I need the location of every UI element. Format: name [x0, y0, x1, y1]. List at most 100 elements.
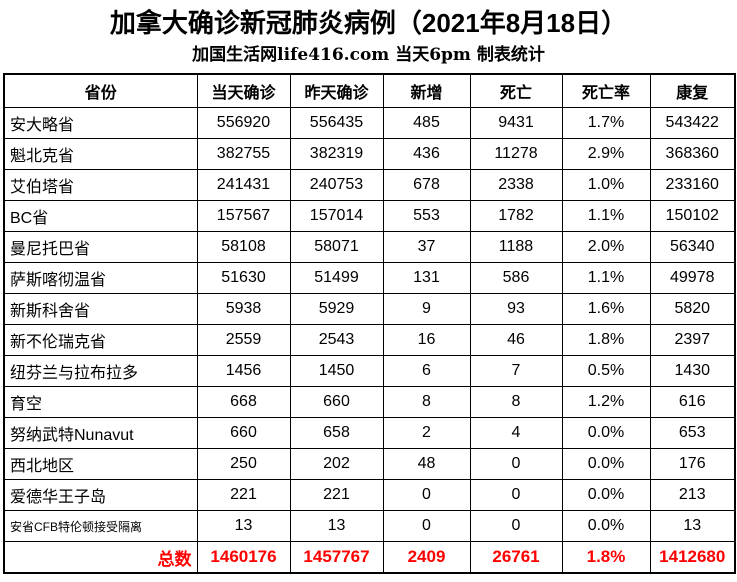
- table-row-nova-scotia: 新斯科舍省 5938 5929 9 93 1.6% 5820: [3, 293, 736, 325]
- cell-recovered: 233160: [649, 169, 736, 201]
- cell-today-confirmed: 157567: [196, 200, 291, 232]
- cell-today-confirmed: 51630: [196, 262, 291, 294]
- total-deaths: 26761: [469, 541, 563, 574]
- cell-recovered: 5820: [649, 293, 736, 325]
- table-row-pei: 爱德华王子岛 221 221 0 0 0.0% 213: [3, 479, 736, 511]
- cell-province: BC省: [3, 200, 198, 232]
- cell-deaths: 586: [469, 262, 563, 294]
- cell-recovered: 2397: [649, 324, 736, 356]
- table-row-manitoba: 曼尼托巴省 58108 58071 37 1188 2.0% 56340: [3, 231, 736, 263]
- cell-yesterday-confirmed: 658: [289, 417, 384, 449]
- cell-yesterday-confirmed: 202: [289, 448, 384, 480]
- cell-yesterday-confirmed: 2543: [289, 324, 384, 356]
- cell-new-cases: 678: [382, 169, 471, 201]
- cell-new-cases: 16: [382, 324, 471, 356]
- cell-deaths: 4: [469, 417, 563, 449]
- cell-today-confirmed: 660: [196, 417, 291, 449]
- cell-yesterday-confirmed: 660: [289, 386, 384, 418]
- cell-province: 努纳武特Nunavut: [3, 417, 198, 449]
- cell-deaths: 1782: [469, 200, 563, 232]
- cell-province: 萨斯喀彻温省: [3, 262, 198, 294]
- cell-deaths: 1188: [469, 231, 563, 263]
- cell-new-cases: 8: [382, 386, 471, 418]
- cell-recovered: 1430: [649, 355, 736, 387]
- cell-death-rate: 0.5%: [561, 355, 651, 387]
- page-title: 加拿大确诊新冠肺炎病例（2021年8月18日）: [109, 8, 628, 38]
- table-row-new-brunswick: 新不伦瑞克省 2559 2543 16 46 1.8% 2397: [3, 324, 736, 356]
- page-subtitle: 加国生活网life416.com 当天6pm 制表统计: [192, 45, 545, 65]
- cell-yesterday-confirmed: 5929: [289, 293, 384, 325]
- cell-deaths: 93: [469, 293, 563, 325]
- cell-yesterday-confirmed: 157014: [289, 200, 384, 232]
- table-row-northwest-territories: 西北地区 250 202 48 0 0.0% 176: [3, 448, 736, 480]
- table-row-bc: BC省 157567 157014 553 1782 1.1% 150102: [3, 200, 736, 232]
- column-header-death-rate: 死亡率: [561, 73, 651, 108]
- cell-death-rate: 0.0%: [561, 479, 651, 511]
- cell-province: 安大略省: [3, 107, 198, 139]
- cell-today-confirmed: 58108: [196, 231, 291, 263]
- cell-yesterday-confirmed: 58071: [289, 231, 384, 263]
- cell-deaths: 0: [469, 479, 563, 511]
- cell-death-rate: 1.0%: [561, 169, 651, 201]
- cell-new-cases: 48: [382, 448, 471, 480]
- total-death-rate: 1.8%: [561, 541, 651, 574]
- cell-yesterday-confirmed: 13: [289, 510, 384, 542]
- column-header-province: 省份: [3, 73, 198, 108]
- cell-new-cases: 6: [382, 355, 471, 387]
- cell-today-confirmed: 221: [196, 479, 291, 511]
- cell-today-confirmed: 668: [196, 386, 291, 418]
- cell-recovered: 213: [649, 479, 736, 511]
- total-label: 总数: [3, 541, 198, 574]
- cell-yesterday-confirmed: 51499: [289, 262, 384, 294]
- cell-new-cases: 553: [382, 200, 471, 232]
- cell-today-confirmed: 250: [196, 448, 291, 480]
- cell-yesterday-confirmed: 240753: [289, 169, 384, 201]
- cell-today-confirmed: 556920: [196, 107, 291, 139]
- cell-recovered: 176: [649, 448, 736, 480]
- cell-death-rate: 2.9%: [561, 138, 651, 170]
- column-header-today-confirmed: 当天确诊: [196, 73, 291, 108]
- table-row-saskatchewan: 萨斯喀彻温省 51630 51499 131 586 1.1% 49978: [3, 262, 736, 294]
- covid-cases-table: 省份 当天确诊 昨天确诊 新增 死亡 死亡率 康复 安大略省 556920 55…: [3, 73, 736, 574]
- total-row: 总数 1460176 1457767 2409 26761 1.8% 14126…: [3, 541, 736, 574]
- cell-province: 曼尼托巴省: [3, 231, 198, 263]
- table-row-ontario: 安大略省 556920 556435 485 9431 1.7% 543422: [3, 107, 736, 139]
- cell-province: 艾伯塔省: [3, 169, 198, 201]
- cell-deaths: 46: [469, 324, 563, 356]
- cell-new-cases: 485: [382, 107, 471, 139]
- cell-recovered: 653: [649, 417, 736, 449]
- cell-province: 爱德华王子岛: [3, 479, 198, 511]
- cell-death-rate: 0.0%: [561, 448, 651, 480]
- cell-province: 新不伦瑞克省: [3, 324, 198, 356]
- cell-deaths: 8: [469, 386, 563, 418]
- cell-province: 新斯科舍省: [3, 293, 198, 325]
- cell-province: 安省CFB特伦顿接受隔离: [3, 510, 198, 542]
- total-today-confirmed: 1460176: [196, 541, 291, 574]
- cell-today-confirmed: 241431: [196, 169, 291, 201]
- cell-recovered: 56340: [649, 231, 736, 263]
- cell-new-cases: 9: [382, 293, 471, 325]
- cell-yesterday-confirmed: 556435: [289, 107, 384, 139]
- cell-deaths: 0: [469, 448, 563, 480]
- cell-yesterday-confirmed: 1450: [289, 355, 384, 387]
- cell-new-cases: 436: [382, 138, 471, 170]
- cell-today-confirmed: 5938: [196, 293, 291, 325]
- cell-death-rate: 1.6%: [561, 293, 651, 325]
- cell-yesterday-confirmed: 382319: [289, 138, 384, 170]
- cell-new-cases: 37: [382, 231, 471, 263]
- cell-deaths: 0: [469, 510, 563, 542]
- cell-deaths: 11278: [469, 138, 563, 170]
- cell-death-rate: 1.2%: [561, 386, 651, 418]
- total-new-cases: 2409: [382, 541, 471, 574]
- cell-deaths: 9431: [469, 107, 563, 139]
- column-header-deaths: 死亡: [469, 73, 563, 108]
- cell-yesterday-confirmed: 221: [289, 479, 384, 511]
- cell-death-rate: 1.1%: [561, 200, 651, 232]
- table-row-cfb-trenton-quarantine: 安省CFB特伦顿接受隔离 13 13 0 0 0.0% 13: [3, 510, 736, 542]
- cell-deaths: 7: [469, 355, 563, 387]
- cell-recovered: 49978: [649, 262, 736, 294]
- cell-death-rate: 0.0%: [561, 510, 651, 542]
- cell-new-cases: 2: [382, 417, 471, 449]
- cell-death-rate: 1.8%: [561, 324, 651, 356]
